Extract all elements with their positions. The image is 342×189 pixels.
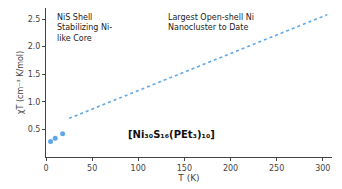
svg-text:2.0: 2.0: [28, 42, 41, 51]
svg-text:Largest Open-shell NiNanoclust: Largest Open-shell NiNanocluster to Date: [168, 13, 254, 32]
svg-text:50: 50: [87, 164, 97, 173]
svg-text:2.5: 2.5: [28, 15, 41, 24]
svg-text:250: 250: [269, 164, 284, 173]
svg-text:0.5: 0.5: [28, 125, 41, 134]
svg-text:NiS ShellStabilizing Ni-like C: NiS ShellStabilizing Ni-like Core: [57, 13, 112, 43]
svg-text:T (K): T (K): [177, 173, 199, 183]
svg-text:[Ni₃₀S₁₆(PEt₃)₁₀]: [Ni₃₀S₁₆(PEt₃)₁₀]: [128, 129, 215, 140]
svg-text:300: 300: [315, 164, 330, 173]
svg-text:1.0: 1.0: [28, 98, 41, 107]
svg-text:150: 150: [177, 164, 192, 173]
svg-text:1.5: 1.5: [28, 70, 41, 79]
svg-text:0: 0: [43, 164, 48, 173]
svg-text:200: 200: [223, 164, 238, 173]
svg-text:χT (cm⁻³ K/mol): χT (cm⁻³ K/mol): [16, 51, 25, 114]
svg-text:100: 100: [131, 164, 146, 173]
